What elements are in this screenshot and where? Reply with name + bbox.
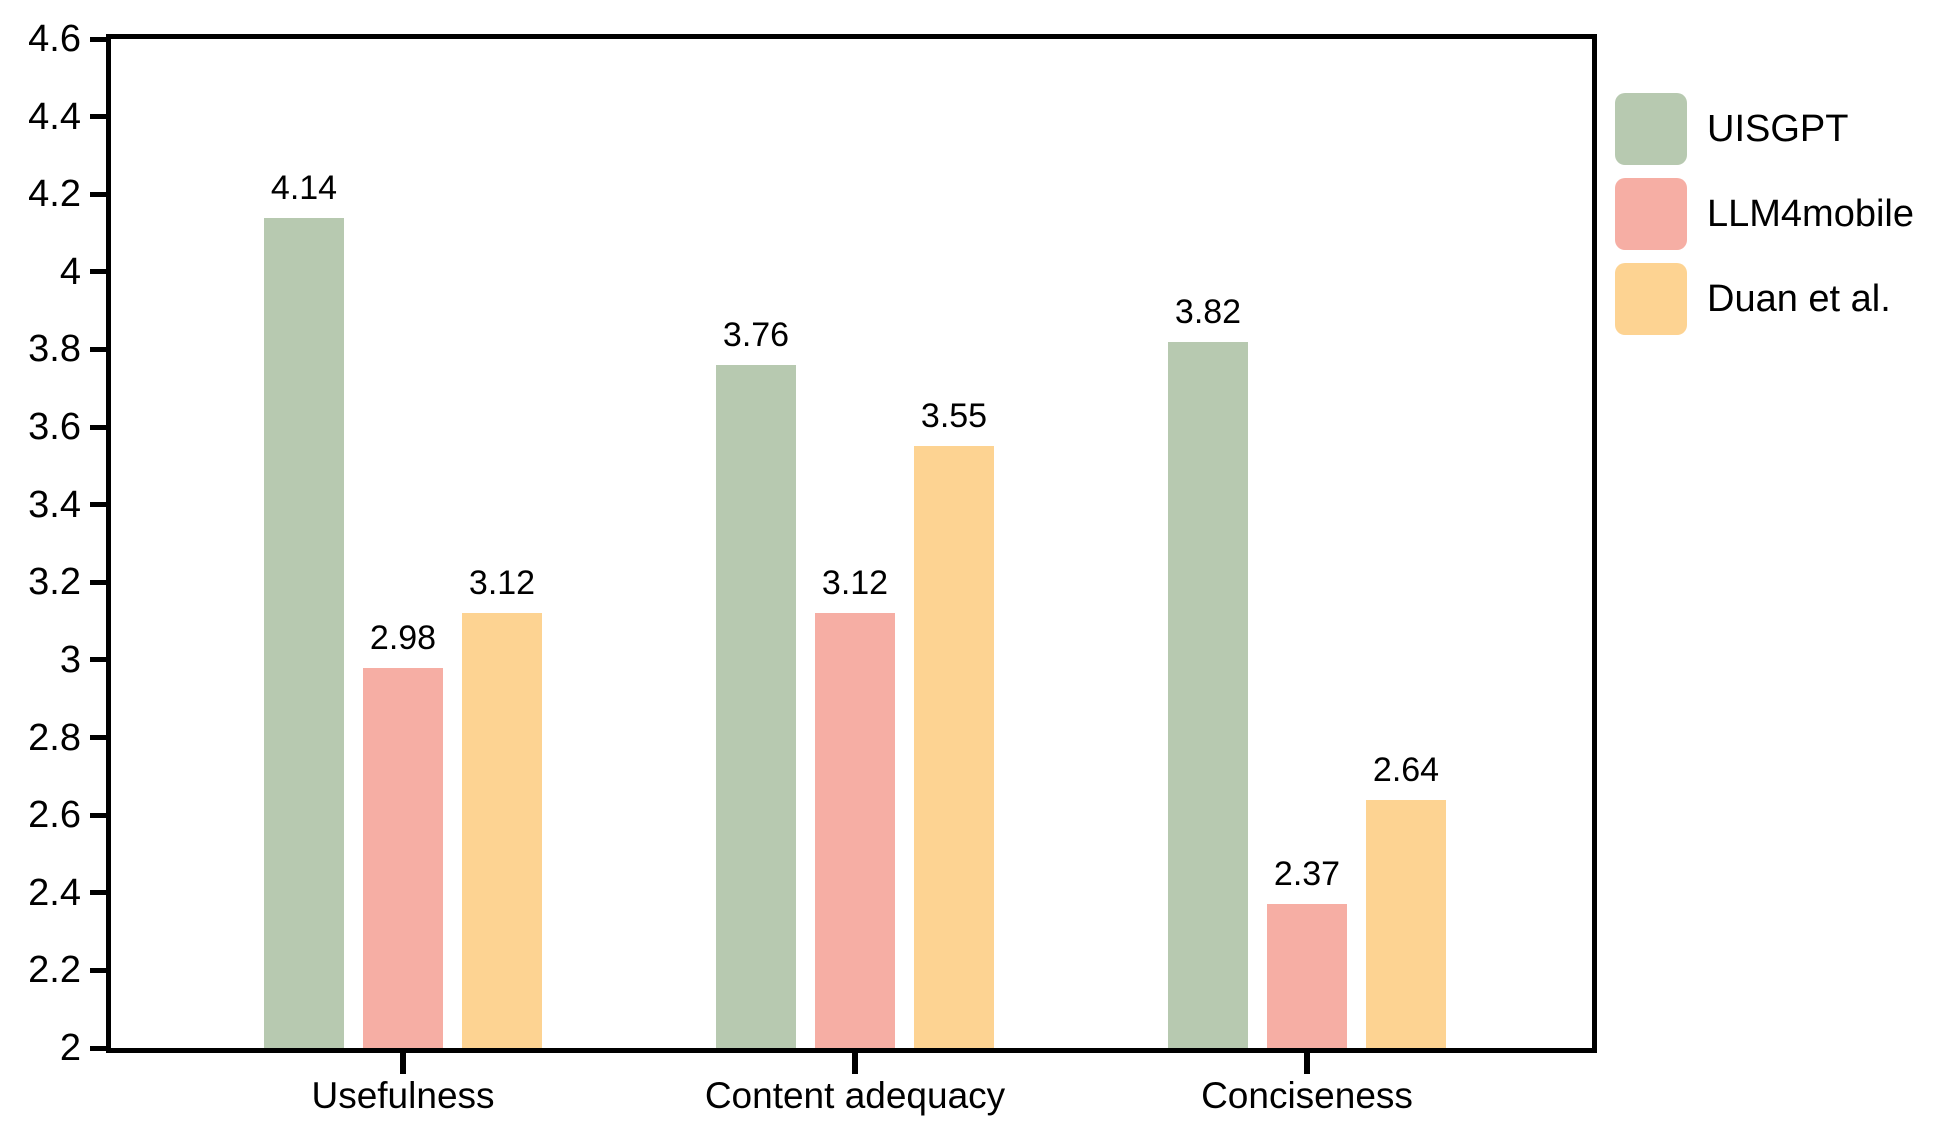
bar: [914, 446, 994, 1048]
y-axis-tick: [90, 502, 106, 508]
bar: [1168, 341, 1248, 1048]
y-axis-tick: [90, 967, 106, 973]
y-axis-tick-label: 4.4: [28, 95, 81, 138]
bar-value-label: 3.12: [468, 564, 536, 603]
bar-value-label: 2.98: [369, 618, 437, 657]
bar-value-label: 2.64: [1372, 750, 1440, 789]
y-axis-tick: [90, 346, 106, 352]
legend-label: LLM4mobile: [1707, 193, 1914, 235]
y-axis-tick: [90, 1045, 106, 1051]
x-axis-category-label: Conciseness: [1201, 1075, 1413, 1116]
bar-value-label: 4.14: [270, 168, 338, 207]
bar-value-label: 3.76: [722, 316, 790, 354]
legend-entry-llm4mobile: LLM4mobile: [1615, 178, 1914, 250]
y-axis-tick-label: 3.8: [28, 328, 81, 371]
y-axis-tick-label: 4: [59, 250, 81, 293]
y-axis-tick: [90, 812, 106, 818]
y-axis-tick: [90, 735, 106, 741]
legend: UISGPT LLM4mobile Duan et al.: [1615, 93, 1914, 335]
legend-label: Duan et al.: [1707, 278, 1891, 320]
y-axis-tick-label: 4.6: [28, 18, 81, 60]
y-axis-tick-label: 4.2: [28, 173, 81, 216]
y-axis-tick: [90, 269, 106, 275]
plot-area: 2 2.2 2.4 2.6 2.8 3 3.2 3.4 3.6 3.8 4 4.2 4.4 4.6 4.14…: [28, 18, 1597, 1116]
y-axis-tick: [90, 657, 106, 663]
legend-swatch-icon: [1615, 93, 1687, 165]
x-axis-tick: [400, 1053, 406, 1074]
legend-entry-duan: Duan et al.: [1615, 263, 1914, 335]
x-axis-category-label: Usefulness: [311, 1075, 495, 1116]
y-axis-tick: [90, 114, 106, 120]
y-axis-tick: [90, 424, 106, 430]
bar: [462, 613, 542, 1048]
y-axis-tick: [90, 36, 106, 42]
y-axis-tick-label: 2.6: [28, 794, 81, 837]
legend-swatch-icon: [1615, 263, 1687, 335]
bar: [716, 365, 796, 1048]
y-axis-tick-label: 2.2: [28, 949, 81, 992]
y-axis-tick-label: 3.6: [28, 406, 81, 449]
y-axis-tick-label: 3.2: [28, 561, 81, 604]
legend-label: UISGPT: [1707, 108, 1849, 150]
legend-entry-uisgpt: UISGPT: [1615, 93, 1914, 165]
y-axis-tick: [90, 191, 106, 197]
y-axis-tick-label: 3.4: [28, 483, 81, 526]
y-axis-tick: [90, 890, 106, 896]
y-axis-tick-label: 3: [59, 638, 81, 681]
bar-value-label: 3.82: [1174, 292, 1242, 331]
bar: [815, 613, 895, 1048]
y-axis-tick-label: 2: [59, 1027, 81, 1069]
bar-value-label: 3.12: [821, 564, 889, 603]
y-axis-tick-label: 2.8: [28, 716, 81, 759]
bar: [363, 667, 443, 1048]
bar: [264, 217, 344, 1048]
legend-swatch-icon: [1615, 178, 1687, 250]
bar-value-label: 3.55: [920, 397, 988, 436]
x-axis-tick: [852, 1053, 858, 1074]
y-axis-tick: [90, 579, 106, 585]
bar: [1267, 904, 1347, 1048]
bar-value-label: 2.37: [1273, 855, 1341, 894]
y-axis-tick-label: 2.4: [28, 871, 81, 914]
x-axis-tick: [1304, 1053, 1310, 1074]
x-axis-category-label: Content adequacy: [704, 1075, 1006, 1116]
bar: [1366, 799, 1446, 1048]
